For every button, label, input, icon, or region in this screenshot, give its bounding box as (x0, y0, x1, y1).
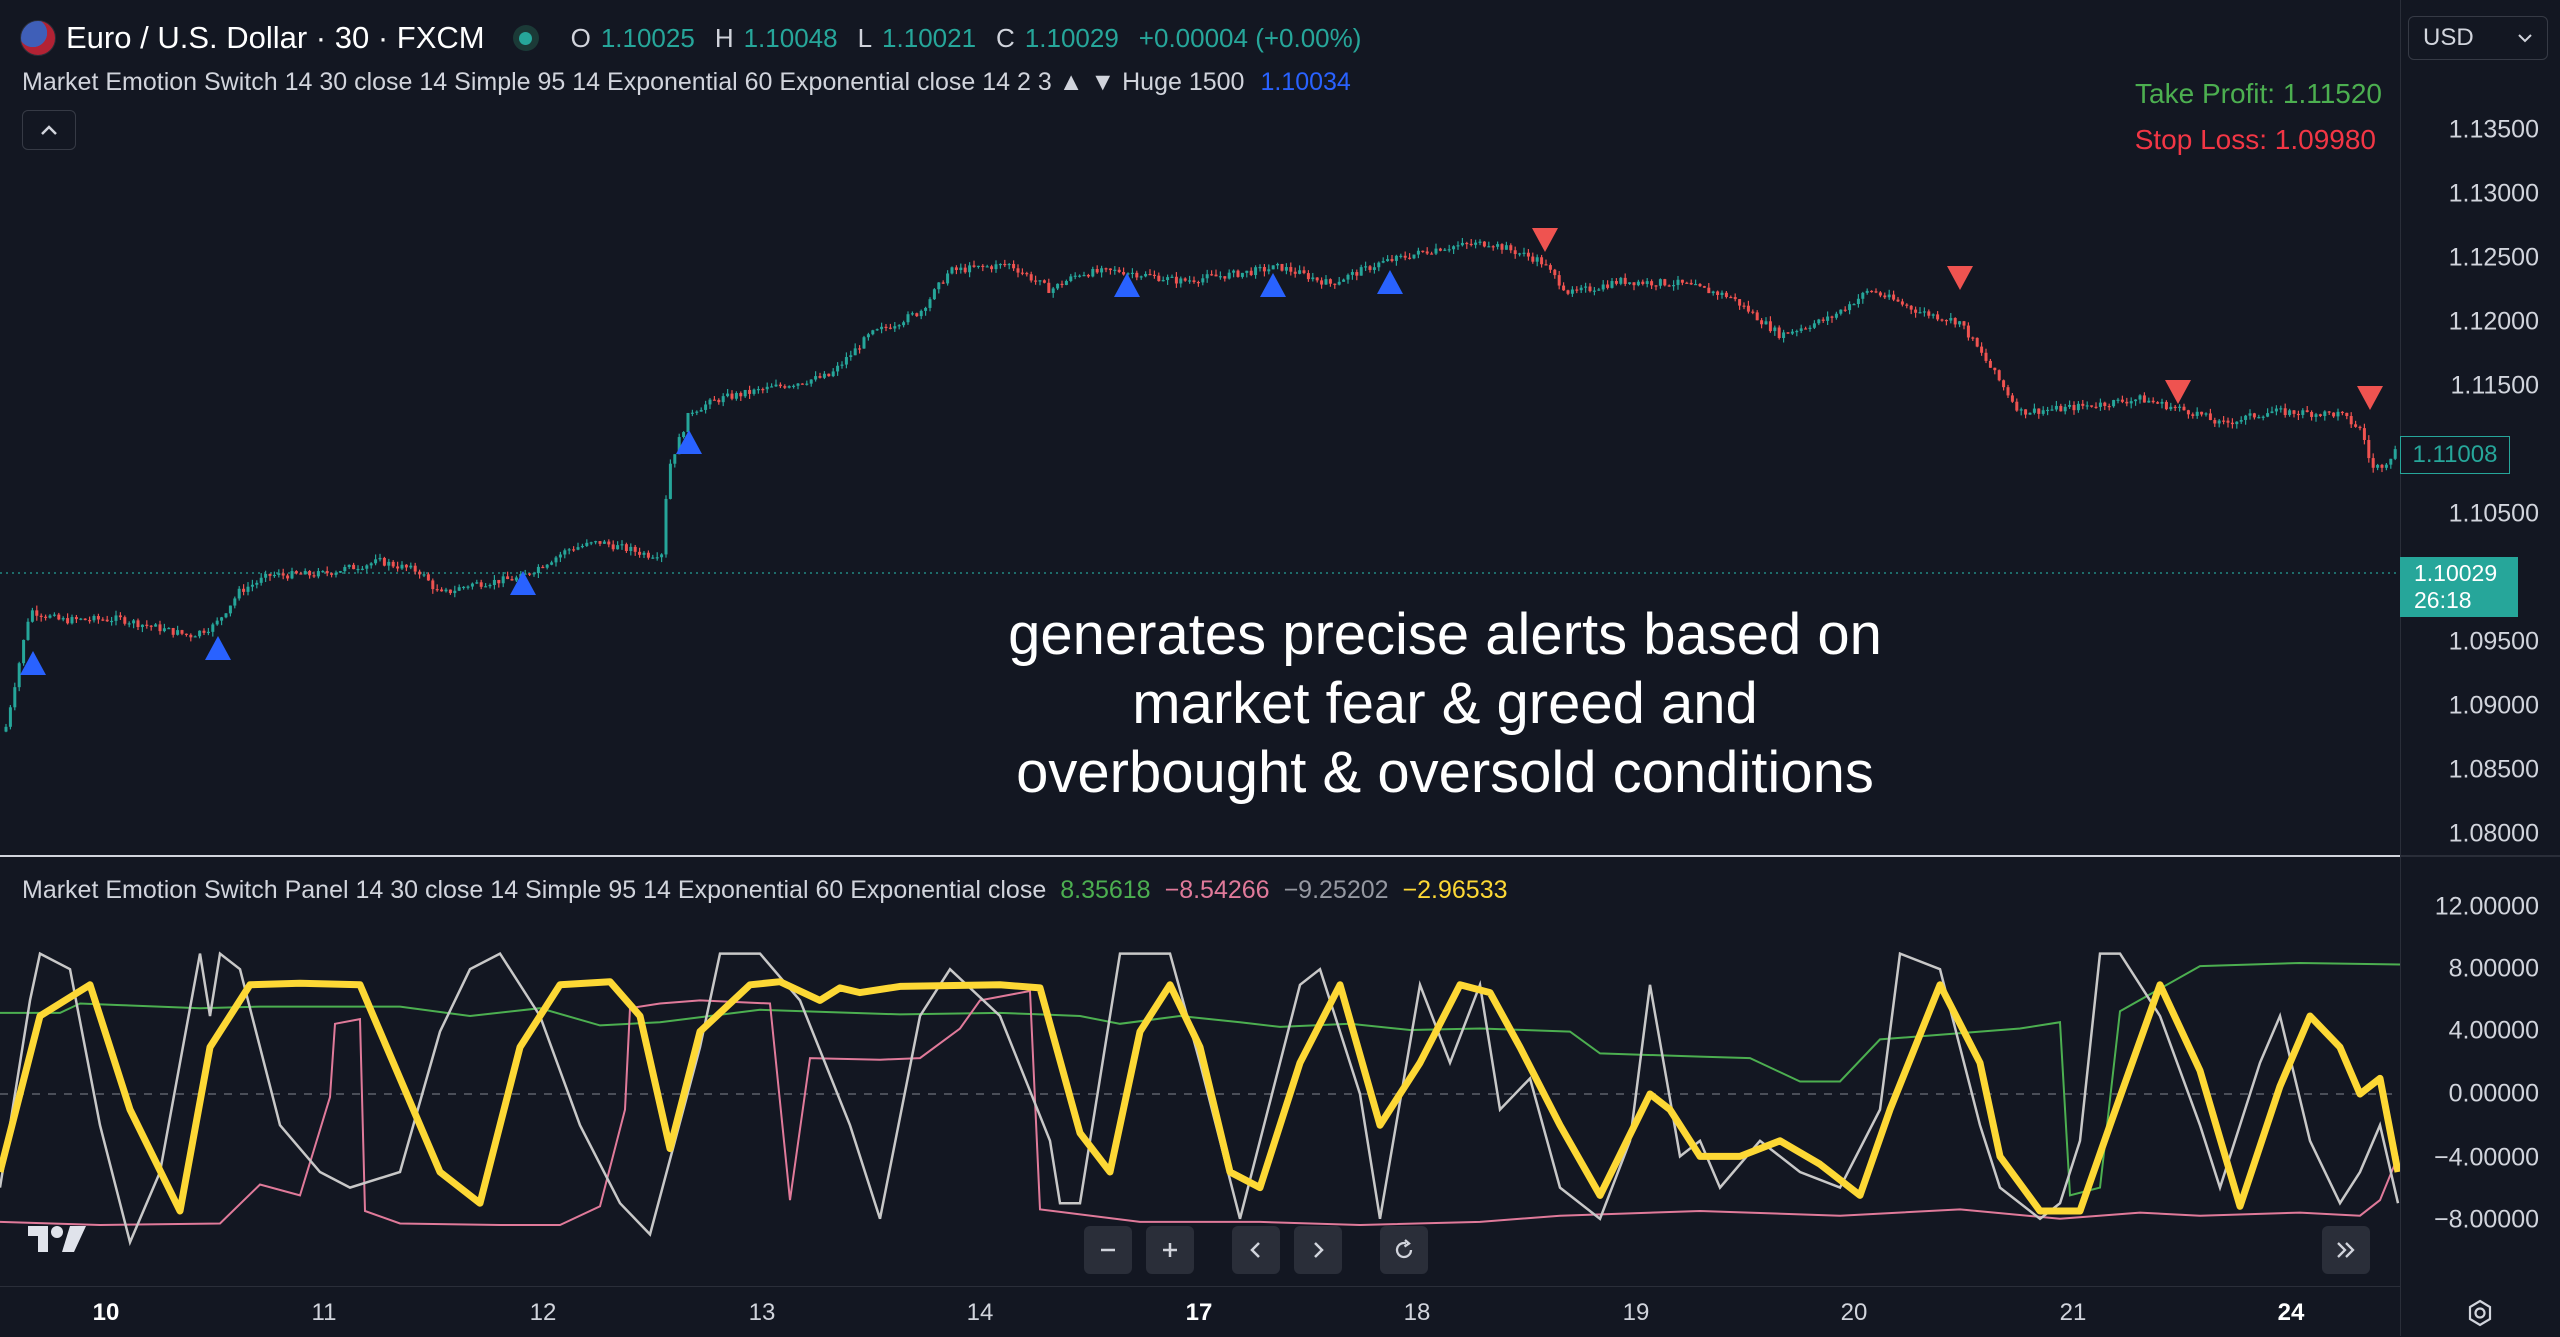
ohlc-high-key: H (714, 22, 734, 53)
take-profit-label: Take Profit: 1.11520 (2135, 78, 2382, 109)
time-label: 17 (1185, 1299, 1213, 1326)
caption-line-1: generates precise alerts based on (1008, 602, 1882, 667)
price-label: 1.08000 (2448, 819, 2539, 848)
chevron-down-icon (2518, 34, 2532, 43)
double-chevron-right-icon (2337, 1242, 2355, 1258)
zoom-out-button[interactable] (1084, 1226, 1132, 1274)
panel-axis-label: 0.00000 (2448, 1079, 2539, 1108)
symbol-title[interactable]: Euro / U.S. Dollar · 30 · FXCM (66, 20, 485, 55)
pane-separator[interactable] (0, 855, 2400, 857)
time-label: 21 (2059, 1299, 2087, 1326)
promo-caption: generates precise alerts based on market… (900, 600, 1990, 807)
osc-green-line (0, 961, 2400, 1197)
panel-axis-label: 8.00000 (2448, 954, 2539, 983)
gear-icon[interactable] (2462, 1296, 2498, 1332)
price-axis[interactable]: 1.13500 1.13000 1.12500 1.12000 1.11500 … (2400, 0, 2560, 1336)
price-chart[interactable] (0, 0, 2400, 855)
panel-value-grey: −9.25202 (1283, 876, 1389, 904)
time-label: 11 (311, 1299, 337, 1326)
price-label: 1.08500 (2448, 755, 2539, 784)
time-label: 18 (1403, 1299, 1431, 1326)
panel-value-green: 8.35618 (1060, 876, 1151, 904)
ohlc-high-value: 1.10048 (743, 22, 838, 53)
time-label: 12 (529, 1299, 557, 1326)
scroll-left-button[interactable] (1232, 1226, 1280, 1274)
price-label: 1.09500 (2448, 627, 2539, 656)
chevron-left-icon (1250, 1242, 1260, 1258)
zoom-in-button[interactable] (1146, 1226, 1194, 1274)
ohlc-close-key: C (996, 22, 1015, 53)
time-label: 20 (1840, 1299, 1868, 1326)
chevron-right-icon (1314, 1242, 1324, 1258)
tradingview-logo[interactable] (26, 1222, 88, 1256)
minus-icon (1101, 1248, 1115, 1252)
ohlc-open-value: 1.10025 (600, 22, 695, 53)
price-label: 1.13500 (2448, 115, 2539, 144)
candlestick-series (4, 237, 2397, 733)
price-label: 1.10500 (2448, 499, 2539, 528)
time-label: 24 (2277, 1299, 2305, 1326)
plus-icon (1163, 1243, 1177, 1257)
indicator-legend[interactable]: Market Emotion Switch 14 30 close 14 Sim… (22, 68, 1351, 97)
time-label: 10 (92, 1299, 120, 1326)
panel-legend[interactable]: Market Emotion Switch Panel 14 30 close … (22, 876, 1508, 905)
reset-icon (1395, 1239, 1413, 1259)
bar-countdown: 26:18 (2414, 587, 2472, 613)
chevron-up-icon (41, 125, 57, 135)
price-label: 1.11500 (2450, 371, 2539, 400)
oscillator-panel[interactable] (0, 857, 2400, 1286)
time-label: 13 (748, 1299, 776, 1326)
panel-value-pink: −8.54266 (1164, 876, 1270, 904)
indicator-legend-text: Market Emotion Switch 14 30 close 14 Sim… (22, 68, 1245, 96)
panel-axis-label: −4.00000 (2434, 1143, 2539, 1172)
currency-value: USD (2423, 24, 2474, 51)
time-axis[interactable]: 10 11 12 13 14 17 18 19 20 21 24 (0, 1286, 2400, 1337)
scroll-right-button[interactable] (1294, 1226, 1342, 1274)
reset-chart-button[interactable] (1380, 1226, 1428, 1274)
osc-yellow-line (0, 978, 2400, 1215)
chart-nav-controls (1084, 1226, 1428, 1274)
current-price-marker: 1.10029 26:18 (2400, 557, 2518, 617)
price-label: 1.12500 (2448, 243, 2539, 272)
collapse-legend-button[interactable] (22, 110, 76, 150)
ohlc-change: +0.00004 (+0.00%) (1138, 22, 1362, 53)
osc-pink-line (0, 989, 2399, 1227)
eur-usd-flag-icon (20, 20, 56, 56)
caption-line-3: overbought & oversold conditions (1016, 740, 1874, 805)
panel-axis-label: −8.00000 (2434, 1205, 2539, 1234)
time-label: 19 (1622, 1299, 1650, 1326)
last-price-marker: 1.11008 (2400, 436, 2510, 474)
price-label: 1.09000 (2448, 691, 2539, 720)
currency-select[interactable]: USD (2408, 16, 2548, 60)
panel-axis-label: 12.00000 (2434, 892, 2539, 921)
scroll-to-latest-button[interactable] (2322, 1226, 2370, 1274)
signal-markers (20, 228, 2383, 675)
indicator-value: 1.10034 (1260, 68, 1351, 96)
price-label: 1.13000 (2448, 179, 2539, 208)
panel-legend-text: Market Emotion Switch Panel 14 30 close … (22, 876, 1047, 904)
symbol-header: Euro / U.S. Dollar · 30 · FXCM O 1.10025 … (20, 14, 1371, 62)
caption-line-2: market fear & greed and (1132, 671, 1758, 736)
market-status-icon[interactable] (512, 25, 539, 51)
pane-separator-axis (2400, 855, 2560, 857)
price-label: 1.12000 (2448, 307, 2539, 336)
current-price-value: 1.10029 (2414, 560, 2498, 586)
ohlc-low-value: 1.10021 (882, 22, 977, 53)
stop-loss-label: Stop Loss: 1.09980 (2134, 124, 2376, 155)
panel-axis-label: 4.00000 (2448, 1016, 2539, 1045)
ohlc-low-key: L (857, 22, 873, 53)
ohlc-close-value: 1.10029 (1024, 22, 1119, 53)
time-label: 14 (966, 1299, 994, 1326)
osc-white-line (0, 951, 2400, 1247)
panel-value-yellow: −2.96533 (1402, 876, 1508, 904)
ohlc-open-key: O (570, 22, 591, 53)
